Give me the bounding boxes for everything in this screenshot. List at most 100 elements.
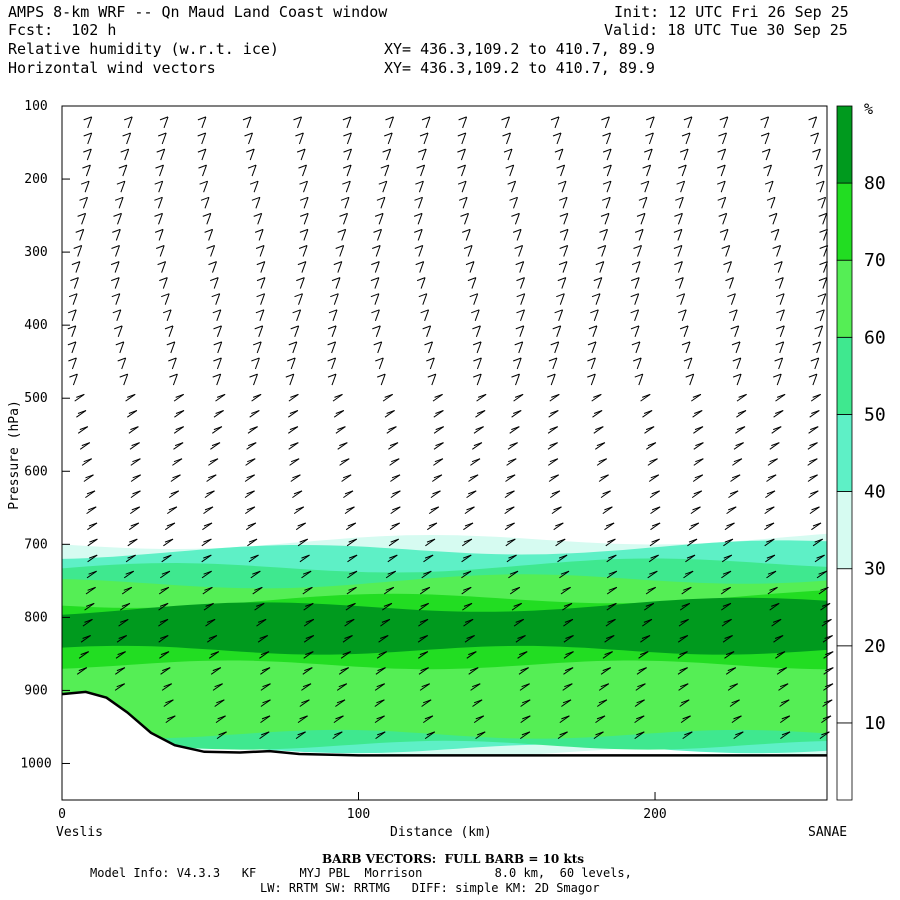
wind-barb-flag <box>254 228 264 233</box>
wind-barb <box>558 309 564 321</box>
wind-barb-flag <box>514 245 523 249</box>
wind-barb-flag <box>502 132 511 137</box>
wind-barb <box>258 325 264 337</box>
wind-barb-flag <box>727 293 736 298</box>
wind-barb-flag <box>717 180 726 185</box>
wind-barb-flag <box>767 474 777 479</box>
wind-barb-flag <box>642 164 651 169</box>
wind-barb-flag <box>651 506 661 511</box>
wind-barb <box>604 213 610 225</box>
wind-barb <box>377 341 383 354</box>
wind-barb-flag <box>593 410 603 414</box>
wind-barb-flag <box>249 426 258 431</box>
wind-barb <box>114 277 120 289</box>
wind-barb-flag <box>304 586 313 591</box>
wind-barb-flag <box>68 293 78 298</box>
wind-barb <box>290 357 296 370</box>
colorbar-label: 70 <box>864 250 886 271</box>
wind-barb <box>476 341 482 354</box>
wind-barb <box>257 213 263 225</box>
wind-barb-flag <box>334 731 343 736</box>
wind-barb-flag <box>208 635 218 639</box>
wind-barb-flag <box>371 309 380 314</box>
wind-barb <box>460 148 466 161</box>
wind-barb-flag <box>559 245 568 249</box>
x-tick-label: 0 <box>58 807 66 822</box>
wind-barb-flag <box>120 618 129 623</box>
wind-barb-flag <box>729 490 739 495</box>
wind-barb <box>734 325 740 337</box>
terrain <box>61 690 827 800</box>
wind-barb-flag <box>415 180 424 185</box>
wind-barb-flag <box>259 635 268 639</box>
wind-barb-flag <box>587 341 597 346</box>
field-label-rh: Relative humidity (w.r.t. ice) <box>8 40 279 58</box>
wind-barb <box>818 325 824 337</box>
wind-barb <box>77 245 83 257</box>
wind-barb-flag <box>467 277 477 282</box>
wind-barb-flag <box>475 715 484 720</box>
wind-barb <box>821 197 827 209</box>
wind-barb-flag <box>558 554 568 559</box>
wind-barb-flag <box>175 426 184 431</box>
y-tick-label: 800 <box>24 610 47 625</box>
wind-barb-flag <box>197 132 206 137</box>
wind-barb-flag <box>469 474 479 479</box>
wind-barb-flag <box>463 602 473 607</box>
wind-barb-flag <box>89 554 98 559</box>
wind-barb-flag <box>75 228 84 233</box>
wind-barb-flag <box>634 373 643 378</box>
wind-barb-flag <box>301 699 310 704</box>
wind-barb-flag <box>509 196 518 201</box>
wind-barb-flag <box>415 261 424 266</box>
wind-barb-flag <box>465 261 475 266</box>
wind-barb <box>425 116 431 129</box>
wind-barb-flag <box>814 325 823 330</box>
wind-barb <box>685 132 691 145</box>
wind-barb-flag <box>168 506 178 511</box>
wind-barb-flag <box>513 410 522 414</box>
wind-barb-flag <box>158 132 167 137</box>
wind-barb-flag <box>164 538 174 543</box>
wind-barb-flag <box>384 393 393 398</box>
wind-barb-flag <box>760 132 770 137</box>
wind-barb-flag <box>463 538 473 543</box>
wind-barb-flag <box>775 293 785 298</box>
wind-barb <box>248 132 253 145</box>
wind-barb <box>116 309 122 321</box>
wind-barb <box>71 309 77 321</box>
wind-barb-flag <box>246 490 255 495</box>
wind-barb-flag <box>419 618 429 623</box>
wind-barb-flag <box>89 538 98 543</box>
wind-barb-flag <box>79 426 88 431</box>
wind-barb-flag <box>299 196 309 201</box>
wind-barb-flag <box>593 393 602 398</box>
wind-barb-flag <box>211 293 220 298</box>
wind-barb <box>303 229 309 241</box>
wind-barb-flag <box>475 426 484 431</box>
wind-barb-flag <box>477 731 486 736</box>
wind-barb-flag <box>735 731 744 736</box>
wind-barb-flag <box>468 490 477 495</box>
wind-barb-flag <box>630 309 639 314</box>
wind-barb-flag <box>818 277 828 282</box>
wind-barb <box>384 164 390 177</box>
wind-barb <box>428 341 433 354</box>
y-tick-label: 400 <box>24 318 47 333</box>
wind-barb-flag <box>299 715 308 720</box>
wind-barb-flag <box>111 293 120 298</box>
wind-barb-flag <box>341 458 350 463</box>
wind-barb <box>202 164 207 177</box>
wind-barb-flag <box>695 442 704 447</box>
wind-barb-flag <box>169 373 178 378</box>
wind-barb-flag <box>773 426 782 431</box>
wind-barb <box>723 116 729 129</box>
wind-barb-flag <box>262 699 271 704</box>
wind-barb-flag <box>346 506 355 511</box>
wind-barb <box>84 181 90 193</box>
wind-barb-flag <box>83 148 92 153</box>
wind-barb-flag <box>608 586 617 591</box>
wind-barb-flag <box>299 180 308 185</box>
wind-barb <box>85 164 91 177</box>
wind-barb-flag <box>248 442 257 447</box>
